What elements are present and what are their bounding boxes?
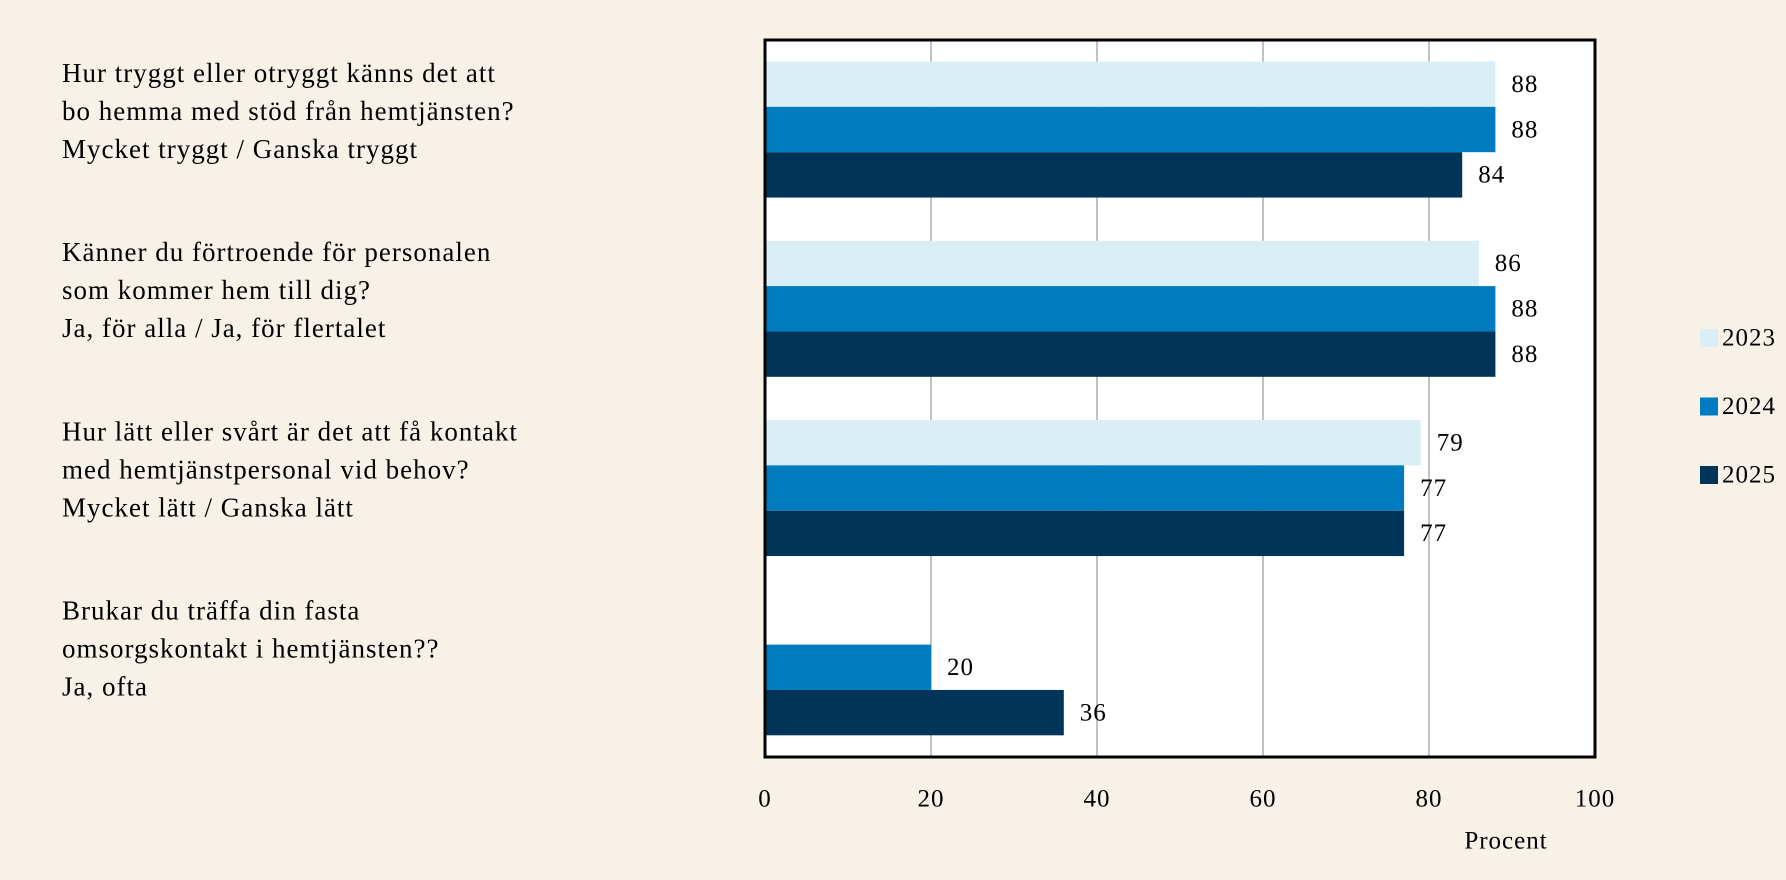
value-label: 86 [1495, 250, 1522, 277]
x-tick-label: 40 [1084, 786, 1111, 813]
value-label: 20 [947, 654, 974, 681]
value-label: 88 [1511, 116, 1538, 143]
value-label: 36 [1080, 699, 1107, 726]
category-label: Brukar du träffa din fasta [62, 596, 360, 626]
category-label: Ja, för alla / Ja, för flertalet [62, 313, 386, 343]
bar [765, 286, 1496, 332]
x-tick-label: 0 [758, 786, 772, 813]
legend-swatch [1700, 466, 1718, 484]
category-label: bo hemma med stöd från hemtjänsten? [62, 96, 515, 126]
category-label: Mycket lätt / Ganska lätt [62, 492, 354, 522]
bar [765, 510, 1405, 557]
bar [765, 331, 1496, 377]
bar [765, 240, 1479, 287]
value-label: 88 [1511, 296, 1538, 323]
category-label: omsorgskontakt i hemtjänsten?? [62, 634, 439, 664]
category-label: Hur lätt eller svårt är det att få konta… [62, 416, 518, 446]
bar [765, 106, 1496, 153]
x-tick-label: 80 [1416, 786, 1443, 813]
legend-swatch [1700, 329, 1718, 347]
value-label: 79 [1437, 429, 1464, 456]
x-tick-label: 60 [1250, 786, 1277, 813]
value-label: 77 [1420, 475, 1447, 502]
bar [765, 689, 1064, 736]
category-label: Ja, ofta [62, 672, 148, 702]
category-label: Hur tryggt eller otryggt känns det att [62, 58, 496, 88]
x-axis-label: Procent [1464, 828, 1547, 855]
bar [765, 644, 931, 690]
plot-border [763, 38, 1597, 759]
value-label: 88 [1511, 341, 1538, 368]
bar [765, 420, 1421, 466]
legend-label: 2023 [1722, 325, 1776, 352]
category-label: med hemtjänstpersonal vid behov? [62, 454, 470, 484]
category-label: som kommer hem till dig? [62, 275, 371, 305]
bar [765, 61, 1496, 107]
category-label: Känner du förtroende för personalen [62, 237, 491, 267]
value-label: 84 [1478, 162, 1505, 189]
category-label: Mycket tryggt / Ganska tryggt [62, 134, 418, 164]
x-tick-label: 100 [1575, 786, 1616, 813]
x-tick-label: 20 [918, 786, 945, 813]
bar [765, 152, 1463, 198]
legend-swatch [1700, 397, 1718, 416]
legend-label: 2024 [1722, 393, 1776, 420]
value-label: 77 [1420, 520, 1447, 547]
value-label: 88 [1511, 71, 1538, 98]
bar [765, 465, 1405, 511]
legend-label: 2025 [1722, 462, 1776, 489]
